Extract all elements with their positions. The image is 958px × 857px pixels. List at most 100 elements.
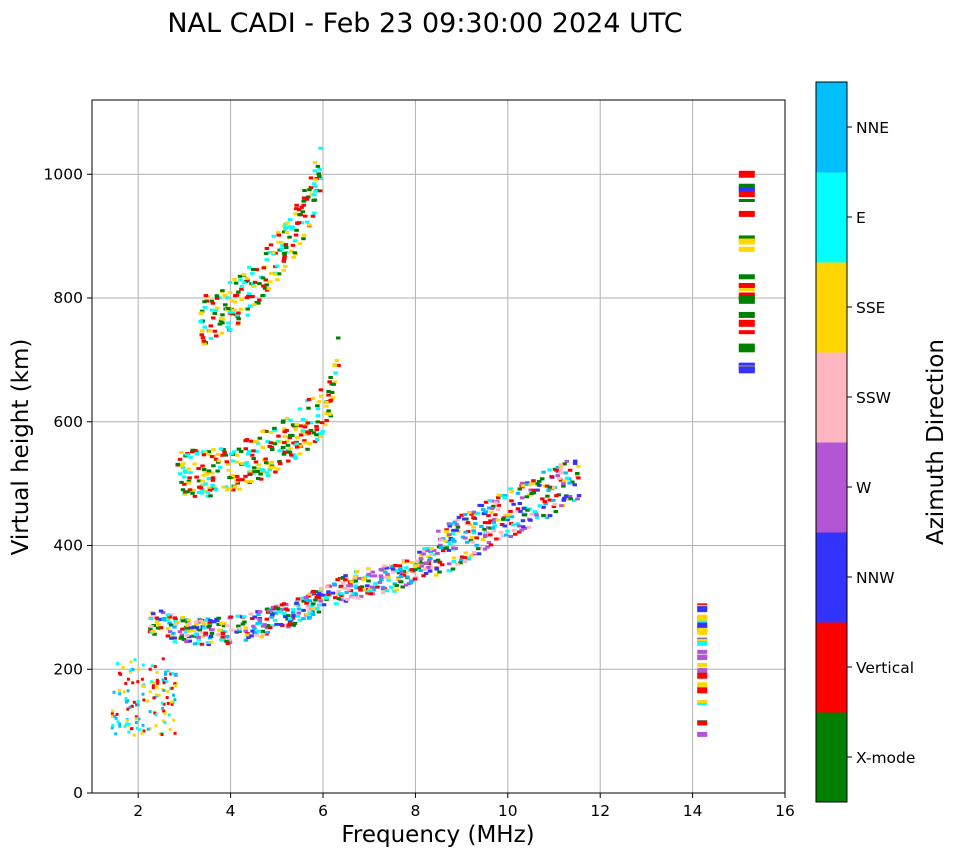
echo-mark (301, 237, 306, 241)
echo-mark (180, 488, 186, 492)
echo-mark (257, 436, 263, 440)
echo-mark (500, 534, 506, 538)
grid-lines (92, 100, 786, 794)
echo-mark (221, 624, 227, 628)
echo-mark (552, 503, 557, 507)
echo-mark (401, 573, 407, 577)
echo-mark (208, 634, 214, 638)
x-tick-label: 14 (683, 802, 703, 820)
echo-mark (199, 333, 205, 337)
echo-mark (436, 545, 442, 549)
echo-mark (357, 586, 363, 590)
echo-mark (236, 447, 242, 451)
echo-mark (246, 452, 251, 456)
echo-mark (213, 457, 219, 461)
echo-mark (291, 441, 296, 445)
echo-mark (169, 687, 173, 691)
echo-mark (505, 513, 511, 517)
echo-mark (288, 447, 293, 451)
echo-mark (490, 499, 495, 503)
echo-mark (285, 439, 290, 443)
echo-mark (288, 225, 293, 229)
echo-mark (339, 593, 344, 597)
echo-mark (155, 685, 159, 689)
echo-mark (738, 362, 755, 366)
echo-mark (488, 526, 493, 530)
echo-mark (463, 536, 468, 540)
echo-mark (336, 589, 341, 593)
echo-mark (165, 634, 171, 638)
echo-mark (542, 500, 548, 504)
echo-mark (544, 515, 550, 519)
echo-mark (236, 311, 241, 315)
echo-mark (173, 622, 179, 626)
echo-mark (286, 614, 291, 618)
echo-mark (482, 521, 488, 525)
echo-mark (738, 288, 755, 292)
echo-mark (282, 441, 287, 445)
echo-mark (224, 635, 230, 639)
echo-mark (148, 727, 152, 731)
echo-mark (396, 576, 401, 580)
echo-mark (207, 329, 212, 333)
echo-mark (124, 697, 128, 701)
echo-mark (188, 455, 193, 459)
echo-mark (375, 585, 380, 589)
echo-mark (738, 274, 755, 280)
echo-mark (446, 548, 452, 552)
echo-mark (496, 503, 502, 507)
echo-mark (358, 588, 363, 592)
echo-mark (179, 451, 184, 455)
echo-mark (386, 575, 391, 579)
echo-mark (460, 535, 466, 539)
echo-mark (417, 550, 422, 554)
echo-mark (738, 210, 755, 217)
echo-mark (220, 313, 225, 317)
echo-mark (264, 258, 270, 262)
echo-mark (555, 465, 561, 469)
echo-mark (395, 569, 400, 573)
echo-mark (332, 364, 337, 368)
colorbar-segment (816, 352, 847, 443)
echo-mark (167, 630, 173, 634)
echo-mark (299, 221, 305, 225)
echo-mark (314, 424, 319, 428)
echo-mark (307, 599, 313, 603)
echo-mark (549, 475, 555, 479)
echo-mark (558, 463, 563, 467)
echo-mark (130, 704, 134, 708)
echo-mark (517, 487, 523, 491)
echo-mark (509, 490, 514, 494)
data-marks (110, 146, 755, 737)
echo-mark (540, 497, 545, 501)
echo-mark (306, 223, 312, 227)
echo-mark (348, 584, 354, 588)
echo-mark (150, 612, 156, 616)
echo-mark (470, 540, 475, 544)
y-tick-label: 600 (53, 413, 83, 431)
echo-mark (152, 632, 157, 636)
echo-mark (200, 464, 205, 468)
echo-mark (254, 301, 260, 305)
echo-mark (275, 607, 281, 611)
echo-mark (353, 577, 358, 581)
echo-mark (296, 208, 302, 212)
echo-mark (282, 427, 287, 431)
echo-mark (276, 439, 281, 443)
echo-mark (373, 582, 378, 586)
echo-mark (381, 586, 386, 590)
echo-mark (550, 485, 556, 489)
echo-mark (537, 504, 542, 508)
echo-mark (263, 252, 269, 256)
echo-mark (136, 699, 140, 703)
echo-mark (136, 703, 140, 707)
echo-mark (265, 440, 270, 444)
echo-mark (267, 444, 272, 448)
echo-mark (253, 630, 259, 634)
y-tick-label: 400 (53, 537, 83, 555)
echo-mark (418, 557, 424, 561)
echo-mark (128, 669, 132, 672)
echo-mark (451, 532, 456, 536)
echo-mark (233, 281, 239, 285)
echo-mark (450, 567, 456, 571)
